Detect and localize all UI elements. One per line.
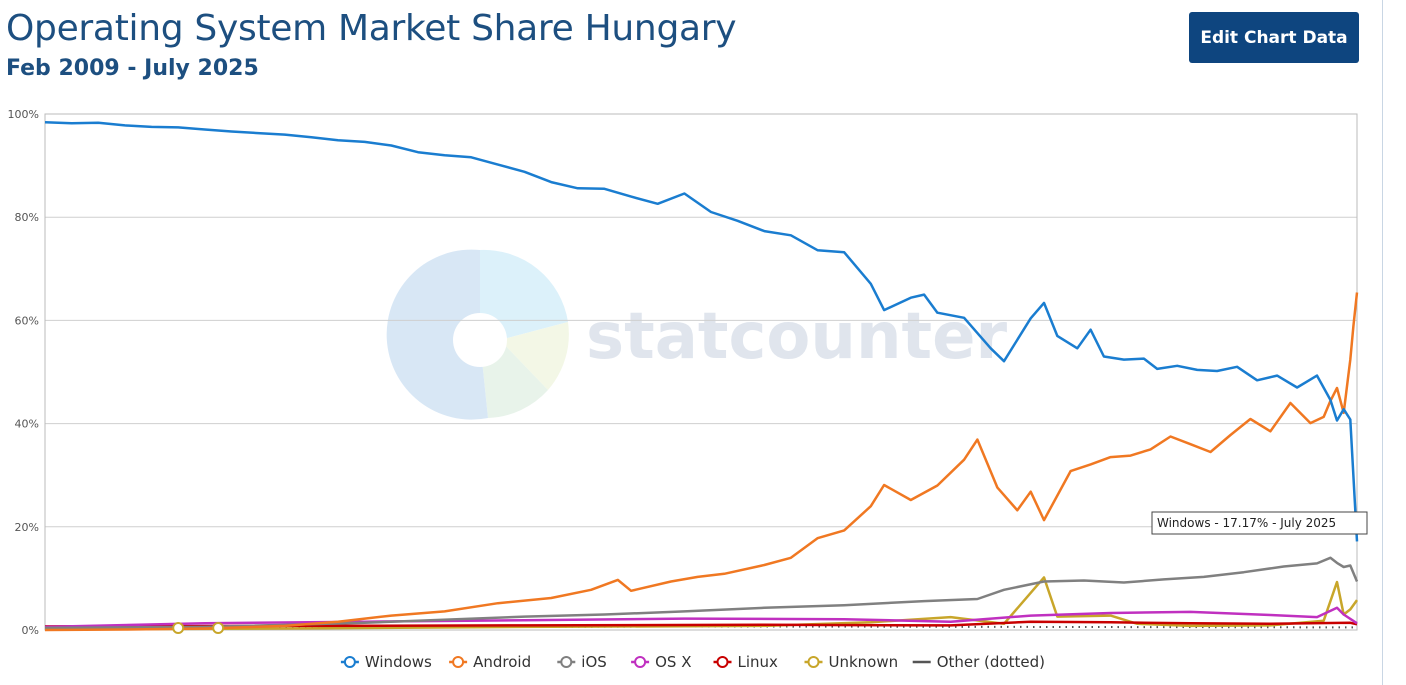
y-tick-label: 100% bbox=[8, 108, 39, 121]
y-tick-label: 60% bbox=[15, 314, 39, 327]
legend-marker-icon bbox=[343, 656, 356, 668]
grid-layer bbox=[45, 216, 1357, 528]
legend-label: iOS bbox=[581, 653, 607, 671]
legend-label: Linux bbox=[738, 653, 779, 671]
legend-item-other-dotted[interactable]: Other (dotted) bbox=[912, 653, 1045, 671]
y-tick-label: 80% bbox=[15, 211, 39, 224]
legend-marker-icon bbox=[807, 656, 820, 668]
legend-label: OS X bbox=[655, 653, 691, 671]
legend-label: Windows bbox=[365, 653, 432, 671]
page-subtitle: Feb 2009 - July 2025 bbox=[6, 56, 259, 81]
plot-area-border bbox=[44, 113, 1358, 631]
legend-marker-icon bbox=[716, 656, 729, 668]
y-tick-label: 20% bbox=[15, 521, 39, 534]
page-title: Operating System Market Share Hungary bbox=[6, 8, 737, 49]
legend-label: Android bbox=[473, 653, 531, 671]
legend-marker-icon bbox=[634, 656, 647, 668]
series-point-marker[interactable] bbox=[172, 622, 185, 634]
watermark-text: statcounter bbox=[586, 300, 1008, 374]
tooltip-text: Windows - 17.17% - July 2025 bbox=[1157, 516, 1336, 530]
tooltip-box bbox=[1151, 511, 1368, 535]
edit-chart-data-button[interactable]: Edit Chart Data bbox=[1189, 12, 1359, 63]
series-line-windows[interactable] bbox=[44, 121, 1359, 542]
legend-item-unknown[interactable]: Unknown bbox=[804, 653, 899, 671]
series-line-linux[interactable] bbox=[44, 620, 1358, 628]
series-line-ios[interactable] bbox=[44, 556, 1359, 630]
series-line-android[interactable] bbox=[44, 292, 1359, 632]
legend-item-android[interactable]: Android bbox=[449, 653, 531, 671]
legend-item-windows[interactable]: Windows bbox=[340, 653, 432, 671]
legend-marker-icon bbox=[560, 656, 573, 668]
series-point-marker[interactable] bbox=[212, 622, 225, 634]
legend-label: Unknown bbox=[829, 653, 899, 671]
tooltip: Windows - 17.17% - July 2025 bbox=[1151, 511, 1368, 535]
legend-label: Other (dotted) bbox=[937, 653, 1045, 671]
legend-item-linux[interactable]: Linux bbox=[713, 653, 779, 671]
legend-marker-icon bbox=[452, 656, 465, 668]
statcounter-watermark: statcounter bbox=[386, 249, 1008, 420]
series-layer bbox=[44, 121, 1359, 634]
legend-item-ios[interactable]: iOS bbox=[557, 653, 607, 671]
y-tick-label: 0% bbox=[22, 624, 39, 637]
legend: Windows Android iOS OS X Linux Unknown Other (… bbox=[340, 653, 1045, 671]
page-divider bbox=[1382, 0, 1383, 685]
y-tick-label: 40% bbox=[15, 418, 39, 431]
legend-item-os-x[interactable]: OS X bbox=[631, 653, 691, 671]
y-axis: 0% 20% 40% 60% 80% 100% bbox=[8, 108, 39, 637]
